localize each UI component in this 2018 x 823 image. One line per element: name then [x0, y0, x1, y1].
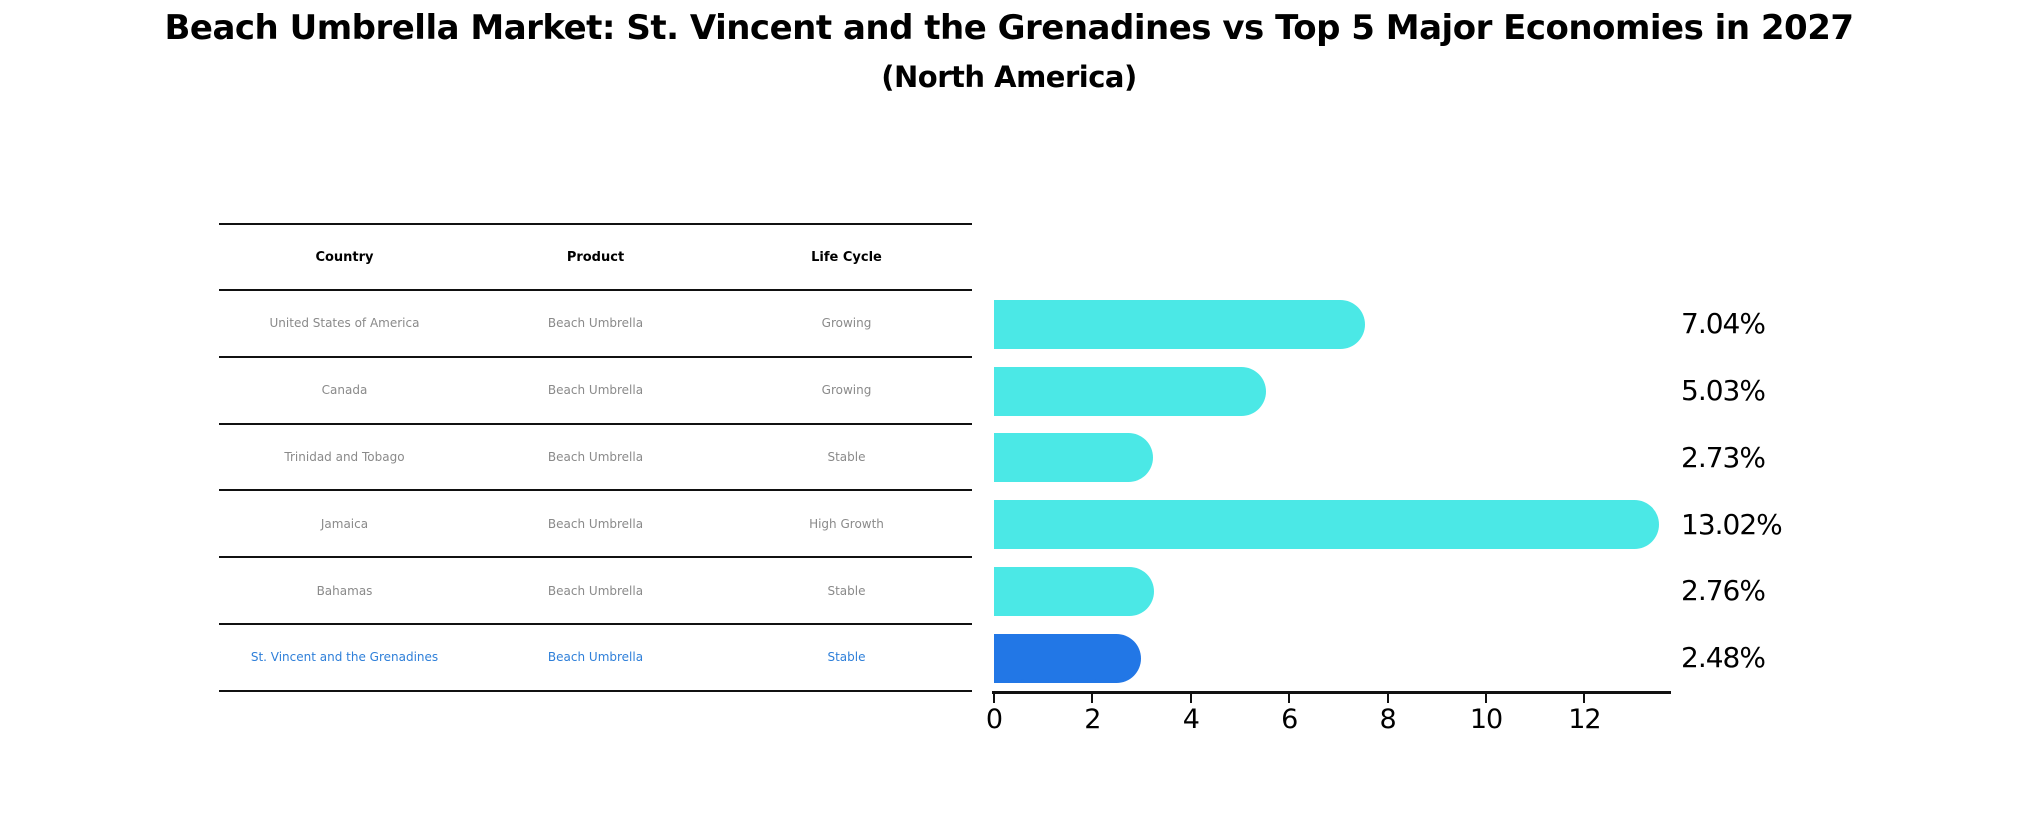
column-header-country: Country [315, 249, 374, 265]
bar-value-label: 2.48% [1681, 641, 1766, 675]
cell-country: St. Vincent and the Grenadines [250, 650, 439, 665]
bar-value-label: 7.04% [1681, 307, 1766, 341]
bar-value-label: 5.03% [1681, 374, 1766, 408]
cell-life-cycle: Stable [827, 449, 866, 464]
cell-country: Bahamas [316, 583, 373, 598]
column-header-life-cycle: Life Cycle [811, 249, 882, 265]
cell-product: Beach Umbrella [547, 516, 644, 531]
bar-united-states-of-america [994, 299, 1365, 349]
x-tick-mark [1386, 692, 1389, 703]
table-row-2: Canada Beach Umbrella Growing [219, 358, 972, 425]
cell-product: Beach Umbrella [547, 449, 644, 464]
column-header-product: Product [566, 249, 625, 265]
x-tick-label: 6 [1281, 704, 1298, 735]
x-tick-mark [1288, 692, 1291, 703]
table-row-4: Jamaica Beach Umbrella High Growth [219, 491, 972, 559]
cell-country: Trinidad and Tobago [284, 449, 405, 464]
country-info-table: Country Product Life Cycle United States… [219, 223, 972, 692]
table-header-row: Country Product Life Cycle [219, 225, 972, 291]
table-body: United States of America Beach Umbrella Gr… [219, 291, 972, 692]
bar-bahamas [994, 566, 1155, 616]
x-tick-mark [1189, 692, 1192, 703]
bar-jamaica [994, 500, 1660, 550]
bar-value-label: 13.02% [1681, 507, 1783, 541]
x-tick-label: 2 [1084, 704, 1101, 735]
table-row-1: United States of America Beach Umbrella Gr… [219, 291, 972, 358]
cell-life-cycle: Growing [821, 383, 872, 398]
table-row-6: St. Vincent and the Grenadines Beach Umbr… [219, 625, 972, 692]
cell-life-cycle: Stable [827, 583, 866, 598]
bar-canada [994, 366, 1267, 416]
bar-highlight-st-vincent-and-the-grenadines [994, 633, 1141, 683]
x-tick-label: 0 [985, 704, 1003, 735]
cell-product: Beach Umbrella [547, 650, 644, 665]
cell-product: Beach Umbrella [547, 316, 644, 331]
x-axis-line [992, 691, 1671, 694]
cell-country: United States of America [269, 316, 420, 331]
x-tick-mark [1485, 692, 1487, 703]
cell-life-cycle: Growing [821, 316, 872, 331]
x-tick-label: 12 [1568, 704, 1601, 735]
cell-country: Jamaica [320, 516, 369, 531]
x-tick-label: 10 [1469, 704, 1503, 735]
chart-title: Beach Umbrella Market: St. Vincent and t… [164, 8, 1854, 48]
bar-value-label: 2.73% [1681, 440, 1766, 474]
bar-value-label: 2.76% [1681, 574, 1766, 608]
bar-trinidad-and-tobago [994, 433, 1153, 483]
table-row-3: Trinidad and Tobago Beach Umbrella Stable [219, 425, 972, 492]
x-tick-label: 4 [1182, 704, 1200, 735]
x-tick-mark [993, 692, 995, 703]
x-tick-mark [1091, 692, 1094, 703]
table-row-5: Bahamas Beach Umbrella Stable [219, 558, 972, 625]
cell-product: Beach Umbrella [547, 583, 644, 598]
x-tick-label: 8 [1379, 704, 1397, 735]
cell-product: Beach Umbrella [547, 383, 644, 398]
x-tick-mark [1583, 692, 1586, 703]
chart-subtitle: (North America) [881, 60, 1137, 94]
cell-life-cycle: Stable [827, 650, 866, 665]
cell-life-cycle: High Growth [809, 516, 884, 531]
cell-country: Canada [321, 383, 368, 398]
